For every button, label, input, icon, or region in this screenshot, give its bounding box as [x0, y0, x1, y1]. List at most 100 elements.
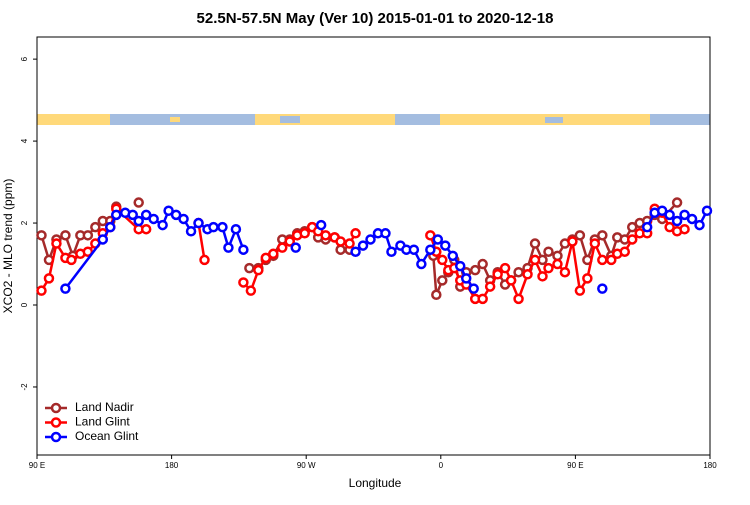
data-point	[440, 240, 451, 251]
data-point	[552, 258, 563, 270]
data-point	[641, 221, 653, 233]
data-point	[686, 213, 698, 225]
data-point	[582, 273, 593, 284]
data-point	[199, 254, 210, 266]
data-point	[357, 240, 369, 251]
data-point	[290, 242, 301, 253]
data-point	[543, 246, 554, 257]
data-point	[230, 223, 242, 235]
data-point	[223, 242, 234, 253]
data-point	[529, 238, 541, 249]
y-tick-label: 0	[20, 302, 29, 307]
data-point	[477, 293, 488, 305]
data-point	[238, 277, 249, 288]
data-point	[140, 209, 152, 221]
data-point	[185, 225, 197, 237]
data-point	[105, 221, 116, 233]
data-point	[380, 228, 391, 239]
data-point	[671, 215, 683, 227]
data-point	[193, 217, 204, 229]
data-point	[589, 238, 601, 249]
data-point	[350, 228, 361, 239]
data-point	[43, 273, 55, 284]
data-point	[425, 230, 436, 241]
data-point	[97, 234, 109, 245]
x-tick-label: 0	[439, 461, 444, 470]
data-point	[454, 260, 466, 272]
data-point	[513, 293, 524, 305]
data-point	[277, 242, 288, 253]
data-point	[606, 254, 617, 266]
data-point	[148, 213, 159, 225]
data-point	[505, 275, 517, 286]
x-tick-label: 90 W	[297, 461, 316, 470]
plot-frame	[36, 36, 711, 456]
series-line	[197, 222, 206, 261]
map-strip	[37, 114, 710, 125]
data-point	[626, 234, 638, 245]
data-point	[335, 244, 346, 255]
data-point	[543, 262, 554, 274]
x-tick-label: 90 E	[29, 461, 45, 470]
data-point	[36, 230, 47, 241]
x-axis-label: Longitude	[349, 476, 402, 490]
data-point	[513, 266, 524, 278]
data-point	[170, 209, 182, 221]
data-point	[431, 289, 442, 301]
data-point	[567, 236, 578, 247]
data-point	[460, 273, 472, 284]
data-point	[679, 209, 690, 221]
y-tick-label: -2	[20, 383, 29, 391]
data-point	[469, 264, 481, 276]
data-point	[157, 219, 168, 231]
data-point	[597, 254, 608, 266]
y-tick-label: 2	[20, 220, 29, 225]
data-point	[499, 262, 511, 274]
data-point	[701, 205, 713, 217]
data-point	[522, 269, 533, 280]
data-point	[238, 244, 249, 255]
data-point	[552, 250, 563, 262]
data-point	[386, 246, 397, 257]
data-point	[484, 281, 496, 292]
data-point	[574, 230, 586, 241]
data-point	[437, 275, 448, 286]
data-point	[299, 228, 310, 239]
data-point	[111, 209, 122, 221]
data-point	[437, 254, 448, 266]
data-point	[344, 238, 355, 249]
data-point	[468, 283, 479, 294]
data-point	[408, 244, 420, 255]
data-point	[82, 230, 94, 241]
data-point	[447, 250, 459, 262]
data-point	[315, 219, 327, 231]
y-tick-label: 4	[20, 138, 29, 143]
chart-title: 52.5N-57.5N May (Ver 10) 2015-01-01 to 2…	[197, 10, 554, 27]
x-tick-label: 90 E	[567, 461, 583, 470]
data-point	[626, 221, 638, 233]
x-tick-label: 180	[165, 461, 179, 470]
data-point	[694, 219, 705, 231]
data-point	[284, 236, 295, 247]
data-point	[537, 271, 548, 282]
data-point	[619, 246, 631, 257]
data-point	[477, 258, 488, 270]
data-point	[217, 221, 228, 233]
data-point	[664, 209, 675, 221]
data-point	[66, 254, 77, 266]
data-point	[208, 221, 219, 233]
legend-marker	[50, 431, 62, 443]
data-point	[529, 254, 541, 266]
data-point	[133, 197, 144, 208]
data-point	[90, 221, 101, 233]
data-point	[559, 266, 571, 278]
x-tick-label: 180	[703, 461, 717, 470]
data-point	[140, 223, 152, 235]
data-point	[679, 223, 690, 235]
data-point	[268, 248, 279, 260]
data-point	[82, 246, 94, 257]
data-point	[133, 215, 144, 227]
y-axis-label: XCO2 - MLO trend (ppm)	[1, 179, 15, 314]
data-point	[36, 285, 47, 296]
